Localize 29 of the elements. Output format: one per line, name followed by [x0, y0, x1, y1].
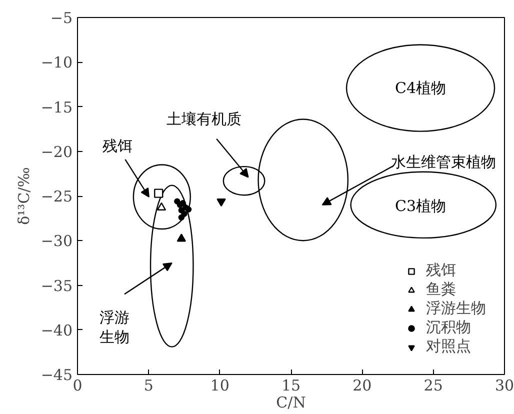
- x-axis-title: C/N: [276, 394, 306, 412]
- y-tick-label: −35: [40, 276, 72, 295]
- y-tick-label: −45: [40, 366, 72, 384]
- annotation: 水生维管束植物: [390, 153, 496, 172]
- legend-label: 鱼粪: [426, 280, 456, 299]
- x-tick-label: 30: [494, 376, 514, 394]
- x-tick-label: 15: [281, 376, 301, 394]
- y-tick-label: −25: [40, 188, 72, 206]
- legend-label: 浮游生物: [426, 299, 486, 318]
- legend-label: 对照点: [426, 337, 471, 356]
- annotation: C3植物: [395, 196, 446, 215]
- legend-label: 沉积物: [426, 318, 471, 337]
- y-tick-label: −20: [40, 142, 72, 161]
- x-tick-label: 5: [144, 376, 154, 394]
- y-axis-title: δ¹³C/‰: [14, 167, 33, 225]
- y-tick-label: −30: [40, 232, 72, 250]
- y-tick-label: −40: [40, 321, 72, 340]
- x-tick-label: 10: [210, 376, 230, 394]
- annotation: C4植物: [395, 79, 446, 98]
- y-tick-label: −15: [40, 98, 72, 116]
- annotation: 土壤有机质: [166, 110, 242, 128]
- legend-label: 残饵: [426, 261, 456, 280]
- x-tick-label: 20: [352, 376, 372, 394]
- annotation: 残饵: [102, 137, 132, 156]
- x-tick-label: 25: [424, 376, 443, 394]
- y-tick-label: −10: [40, 54, 72, 72]
- annotation: 浮游生物: [100, 308, 130, 346]
- x-tick-label: 0: [72, 376, 82, 394]
- y-tick-label: −5: [50, 9, 73, 27]
